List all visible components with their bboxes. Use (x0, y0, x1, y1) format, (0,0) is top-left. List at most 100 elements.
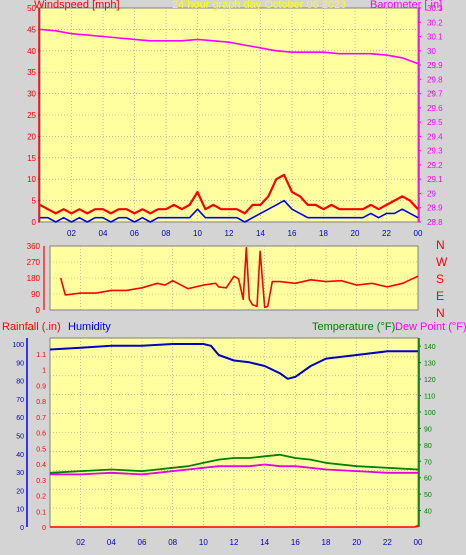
graph-title: 24 hour graph day October 06 2023 (172, 0, 347, 11)
x-tick-label: 10 (193, 229, 202, 238)
x-tick-label: 08 (162, 229, 171, 238)
temp-y-tick-label: 80 (424, 443, 432, 450)
temp-y-tick-label: 120 (424, 377, 436, 384)
rain-y-tick-label: 0.1 (36, 509, 46, 516)
wind-y-tick-label: 30 (27, 90, 36, 99)
x-tick-label: 10 (199, 538, 208, 547)
wind-y-tick-label: 25 (27, 111, 36, 120)
compass-label: N (436, 306, 445, 320)
baro-y-tick-label: 29.7 (427, 90, 443, 99)
humidity-y-tick-label: 100 (12, 342, 24, 349)
x-tick-label: 16 (291, 538, 300, 547)
baro-y-tick-label: 30.1 (427, 33, 443, 42)
humidity-y-tick-label: 80 (16, 379, 24, 386)
rainfall-axis-title: Rainfall (.in) (2, 321, 61, 333)
temperature-series-line (49, 453, 419, 474)
x-tick-label: 22 (383, 538, 392, 547)
direction-y-tick-label: 180 (27, 274, 41, 283)
dewpoint-series-line (50, 463, 418, 476)
humidity-y-tick-label: 60 (16, 415, 24, 422)
humidity-axis-title: Humidity (68, 321, 111, 333)
rain-y-tick-label: 0.6 (36, 431, 46, 438)
x-tick-label: 20 (352, 538, 361, 547)
humidity-y-tick-label: 50 (16, 434, 24, 441)
rain-y-tick-label: 0.3 (36, 478, 46, 485)
temp-y-tick-label: 60 (424, 476, 432, 483)
rain-y-tick-label: 0.9 (36, 383, 46, 390)
x-tick-label: 18 (322, 538, 331, 547)
rain-y-tick-label: 0.4 (36, 462, 46, 469)
temp-y-tick-label: 70 (424, 459, 432, 466)
baro-y-tick-label: 30 (427, 47, 436, 56)
x-tick-label: 00 (414, 229, 423, 238)
baro-y-tick-label: 29.4 (427, 132, 443, 141)
humidity-y-tick-label: 10 (16, 507, 24, 514)
wind-series-line (40, 199, 419, 223)
x-tick-label: 16 (288, 229, 297, 238)
temperature-axis-title: Temperature (°F) (312, 321, 396, 333)
barometer-series-line (39, 28, 419, 65)
compass-label: W (436, 255, 448, 269)
temp-y-tick-label: 40 (424, 509, 432, 516)
wind-y-tick-label: 20 (27, 132, 36, 141)
x-tick-label: 22 (382, 229, 391, 238)
x-tick-label: 14 (256, 229, 265, 238)
baro-y-tick-label: 29.2 (427, 161, 443, 170)
baro-y-tick-label: 30.3 (427, 4, 443, 13)
humidity-series-line (49, 343, 418, 380)
x-tick-label: 20 (351, 229, 360, 238)
humidity-y-tick-label: 30 (16, 470, 24, 477)
direction-y-tick-label: 270 (27, 258, 41, 267)
rain-y-tick-label: 0.8 (36, 399, 46, 406)
temp-y-tick-label: 110 (424, 394, 435, 401)
baro-y-tick-label: 28.9 (427, 204, 443, 213)
baro-y-tick-label: 29.3 (427, 147, 443, 156)
direction-y-tick-label: 360 (27, 242, 41, 251)
direction-y-tick-label: 90 (31, 290, 40, 299)
temp-y-tick-label: 50 (424, 492, 432, 499)
baro-y-tick-label: 28.8 (427, 218, 443, 227)
baro-y-tick-label: 29.6 (427, 104, 443, 113)
baro-y-tick-label: 29 (427, 189, 436, 198)
dewpoint-axis-title: Dew Point (°F) (395, 321, 466, 333)
rain-y-tick-label: 0.2 (36, 494, 46, 501)
rain-y-tick-label: 0 (42, 525, 46, 532)
gust-series-line (39, 173, 419, 215)
temp-y-tick-label: 90 (424, 426, 432, 433)
wind-y-tick-label: 40 (27, 47, 36, 56)
temp-y-tick-label: 140 (424, 344, 436, 351)
humidity-y-tick-label: 20 (16, 488, 24, 495)
baro-y-tick-label: 29.1 (427, 175, 443, 184)
rainfall-series-line (50, 524, 419, 528)
x-tick-label: 02 (67, 229, 76, 238)
x-tick-label: 00 (414, 538, 423, 547)
direction-y-tick-label: 0 (36, 306, 41, 315)
compass-label: N (436, 238, 445, 252)
rain-y-tick-label: 0.7 (36, 415, 46, 422)
humidity-y-tick-label: 70 (16, 397, 24, 404)
x-tick-label: 18 (319, 229, 328, 238)
wind-y-tick-label: 35 (27, 68, 36, 77)
x-tick-label: 04 (107, 538, 116, 547)
barometer-axis-title: Barometer [ in] (370, 0, 443, 11)
x-tick-label: 06 (138, 538, 147, 547)
x-tick-label: 14 (260, 538, 269, 547)
baro-y-tick-label: 30.2 (427, 18, 443, 27)
wind-y-tick-label: 10 (27, 175, 36, 184)
wind-y-tick-label: 0 (32, 218, 37, 227)
temp-y-tick-label: 100 (424, 410, 436, 417)
baro-y-tick-label: 29.5 (427, 118, 443, 127)
windspeed-axis-title: Windspeed [mph] (34, 0, 120, 11)
humidity-y-tick-label: 0 (20, 525, 24, 532)
humidity-y-tick-label: 40 (16, 452, 24, 459)
direction-series-line (59, 247, 419, 309)
compass-label: E (436, 289, 444, 303)
x-tick-label: 04 (99, 229, 108, 238)
humidity-y-tick-label: 90 (16, 360, 24, 367)
rain-y-tick-label: 0.5 (36, 446, 46, 453)
x-tick-label: 06 (130, 229, 139, 238)
x-tick-label: 12 (225, 229, 234, 238)
wind-y-tick-label: 5 (32, 197, 37, 206)
wind-y-tick-label: 15 (27, 154, 36, 163)
